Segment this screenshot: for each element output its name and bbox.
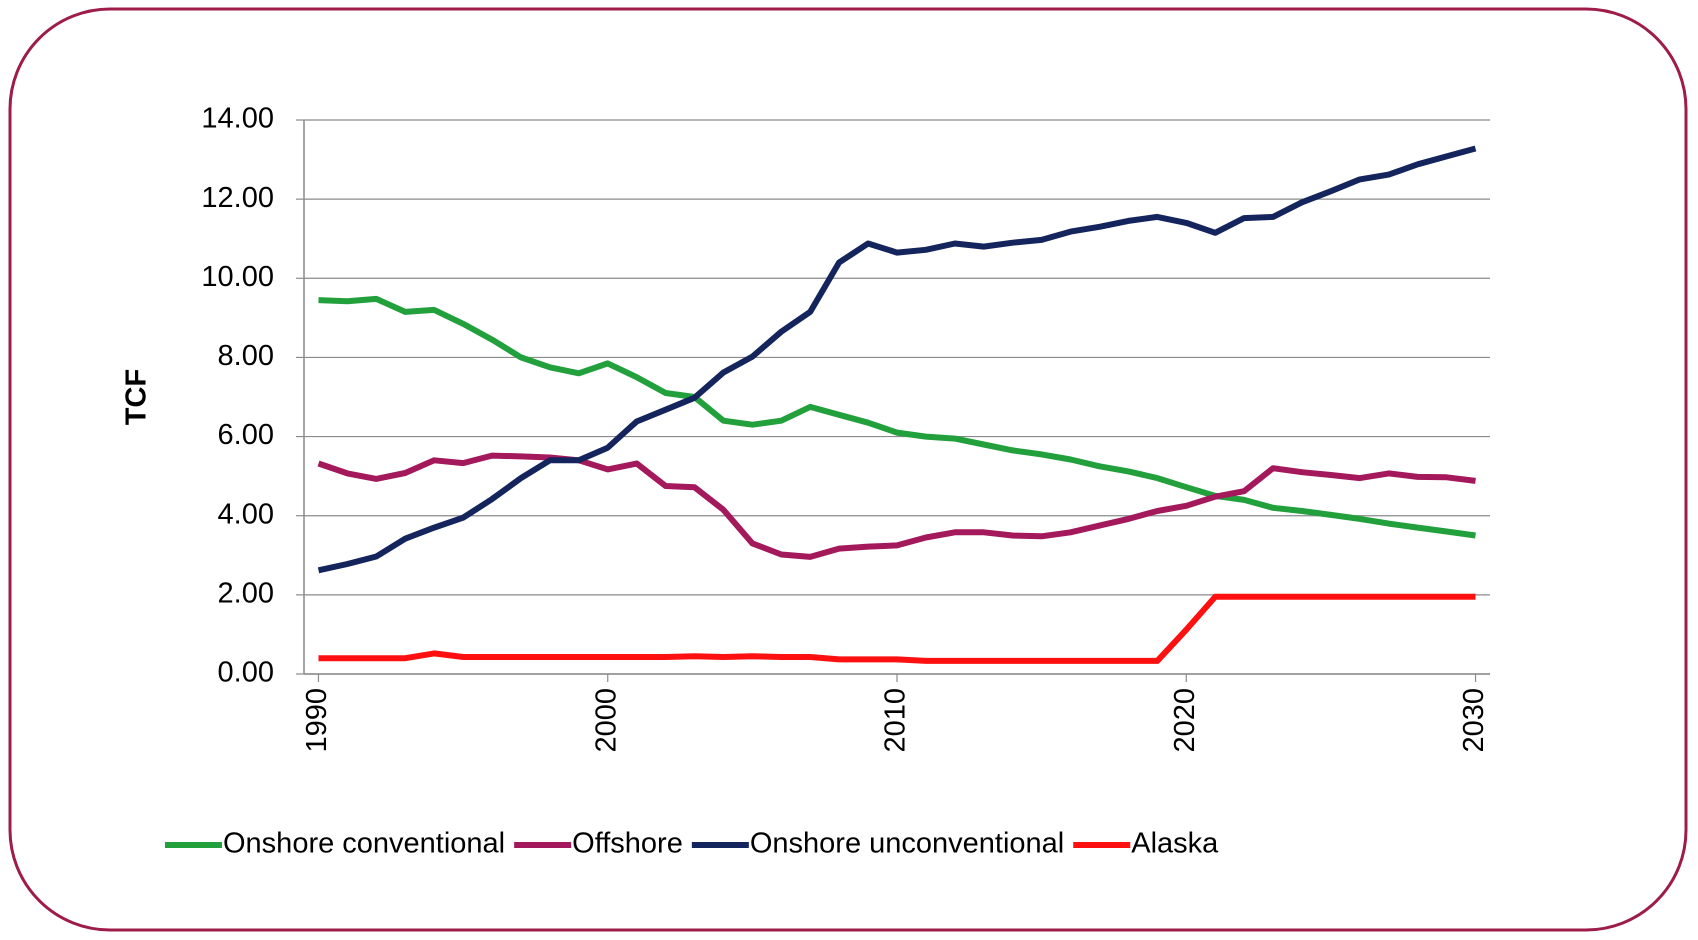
frame xyxy=(8,7,1688,932)
y-tick-label: 4.00 xyxy=(218,498,274,530)
y-tick-label: 2.00 xyxy=(218,578,274,610)
y-tick-label: 0.00 xyxy=(218,657,274,689)
legend-label: Alaska xyxy=(1131,828,1219,860)
x-tick-label: 1990 xyxy=(301,688,333,753)
y-tick-label: 14.00 xyxy=(201,103,274,135)
y-tick-label: 6.00 xyxy=(218,419,274,451)
legend-label: Onshore conventional xyxy=(223,828,505,860)
series-line xyxy=(317,452,1476,560)
legend-label: Onshore unconventional xyxy=(750,828,1064,860)
x-tick-label: 2010 xyxy=(880,688,912,753)
legend-label: Offshore xyxy=(572,828,683,860)
y-tick-label: 12.00 xyxy=(201,182,274,214)
series-line xyxy=(318,295,1476,539)
series-line xyxy=(318,593,1476,664)
x-tick-label: 2020 xyxy=(1169,688,1201,753)
x-tick-label: 2000 xyxy=(590,688,622,753)
y-tick-label: 10.00 xyxy=(201,261,274,293)
series-line xyxy=(317,145,1477,574)
y-tick-label: 8.00 xyxy=(218,340,274,372)
x-tick-label: 2030 xyxy=(1458,688,1490,753)
y-axis-title: TCF xyxy=(121,369,153,425)
